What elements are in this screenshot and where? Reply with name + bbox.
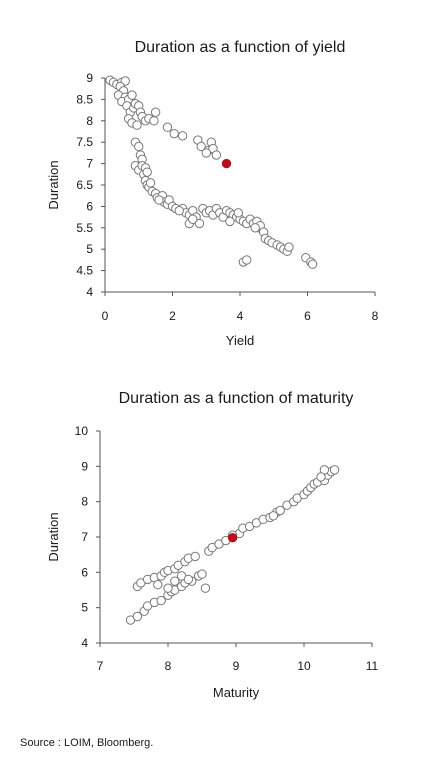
scatter-point — [201, 148, 211, 158]
x-tick-label: 0 — [102, 309, 109, 323]
scatter-point — [316, 472, 326, 482]
scatter-point — [132, 611, 143, 622]
y-tick-label: 5.5 — [76, 221, 93, 235]
scatter-point — [190, 551, 200, 562]
x-axis-label: Maturity — [213, 685, 260, 700]
source-note: Source : LOIM, Bloomberg. — [20, 737, 154, 749]
scatter-point — [329, 465, 340, 475]
scatter-point — [225, 216, 235, 227]
scatter-point — [163, 583, 173, 593]
scatter-point — [150, 107, 161, 117]
x-tick-label: 4 — [237, 309, 244, 323]
y-tick-label: 10 — [75, 424, 89, 438]
scatter-point — [174, 205, 184, 216]
y-tick-label: 8 — [86, 114, 93, 128]
x-tick-label: 9 — [233, 659, 240, 673]
y-tick-label: 6 — [81, 565, 88, 579]
scatter-point — [142, 167, 152, 177]
chart-title: Duration as a function of yield — [135, 39, 346, 56]
chart-duration-vs-yield: Duration as a function of yield 0 2 4 6 8 4 4.5… — [0, 0, 439, 365]
y-tick-label: 6 — [86, 199, 93, 213]
scatter-point — [169, 128, 179, 139]
x-tick-label: 2 — [169, 309, 176, 323]
scatter-point — [177, 131, 188, 141]
y-tick-label: 8.5 — [76, 92, 93, 106]
y-tick-label: 4 — [86, 285, 93, 299]
scatter-point — [154, 195, 164, 205]
scatter-point — [211, 150, 222, 160]
x-tick-label: 8 — [165, 659, 172, 673]
scatter-point — [197, 569, 207, 579]
scatter-point — [156, 595, 166, 606]
y-tick-label: 7 — [86, 157, 93, 171]
scatter-point — [250, 223, 260, 233]
scatter-point — [196, 141, 206, 152]
scatter-point — [127, 90, 137, 100]
scatter-point — [153, 580, 163, 590]
x-tick-label: 10 — [297, 659, 311, 673]
x-tick-label: 11 — [366, 659, 379, 673]
y-tick-label: 6.5 — [76, 178, 93, 192]
chart-svg-duration-vs-maturity: Duration as a function of maturity 7 8 9 10 1… — [46, 390, 379, 700]
scatter-point — [194, 218, 205, 229]
chart-duration-vs-maturity: Duration as a function of maturity 7 8 9 10 1… — [0, 375, 439, 715]
x-tick-label: 7 — [97, 659, 104, 673]
y-axis-label: Duration — [46, 512, 61, 561]
scatter-point — [162, 122, 173, 132]
y-tick-label: 7.5 — [76, 135, 93, 149]
y-tick-label: 9 — [81, 459, 88, 473]
scatter-point — [284, 242, 294, 252]
highlight-point — [221, 158, 232, 169]
scatter-point — [233, 208, 244, 218]
scatter-point — [145, 178, 156, 188]
y-tick-label: 8 — [81, 495, 88, 509]
scatter-point — [183, 574, 194, 585]
y-tick-label: 9 — [86, 71, 93, 85]
x-tick-label: 6 — [304, 309, 311, 323]
chart-title: Duration as a function of maturity — [119, 390, 354, 407]
scatter-point — [132, 120, 142, 130]
scatter-point — [170, 576, 180, 586]
highlight-point — [227, 533, 238, 543]
scatter-point — [200, 583, 211, 593]
chart-svg-duration-vs-yield: Duration as a function of yield 0 2 4 6 8 4 4.5… — [46, 39, 379, 348]
y-axis-label: Duration — [46, 160, 61, 209]
y-tick-label: 4.5 — [76, 264, 93, 278]
x-tick-label: 8 — [372, 309, 379, 323]
scatter-point — [149, 116, 159, 126]
x-axis-label: Yield — [226, 333, 254, 348]
y-tick-label: 4 — [81, 636, 88, 650]
scatter-point — [242, 255, 252, 265]
scatter-point — [268, 511, 279, 521]
scatter-point — [307, 259, 318, 269]
scatter-point — [275, 505, 285, 516]
y-tick-label: 7 — [81, 530, 88, 544]
y-tick-label: 5 — [81, 601, 88, 615]
scatter-point — [134, 141, 144, 152]
scatter-point — [188, 214, 198, 224]
y-tick-label: 5 — [86, 242, 93, 256]
